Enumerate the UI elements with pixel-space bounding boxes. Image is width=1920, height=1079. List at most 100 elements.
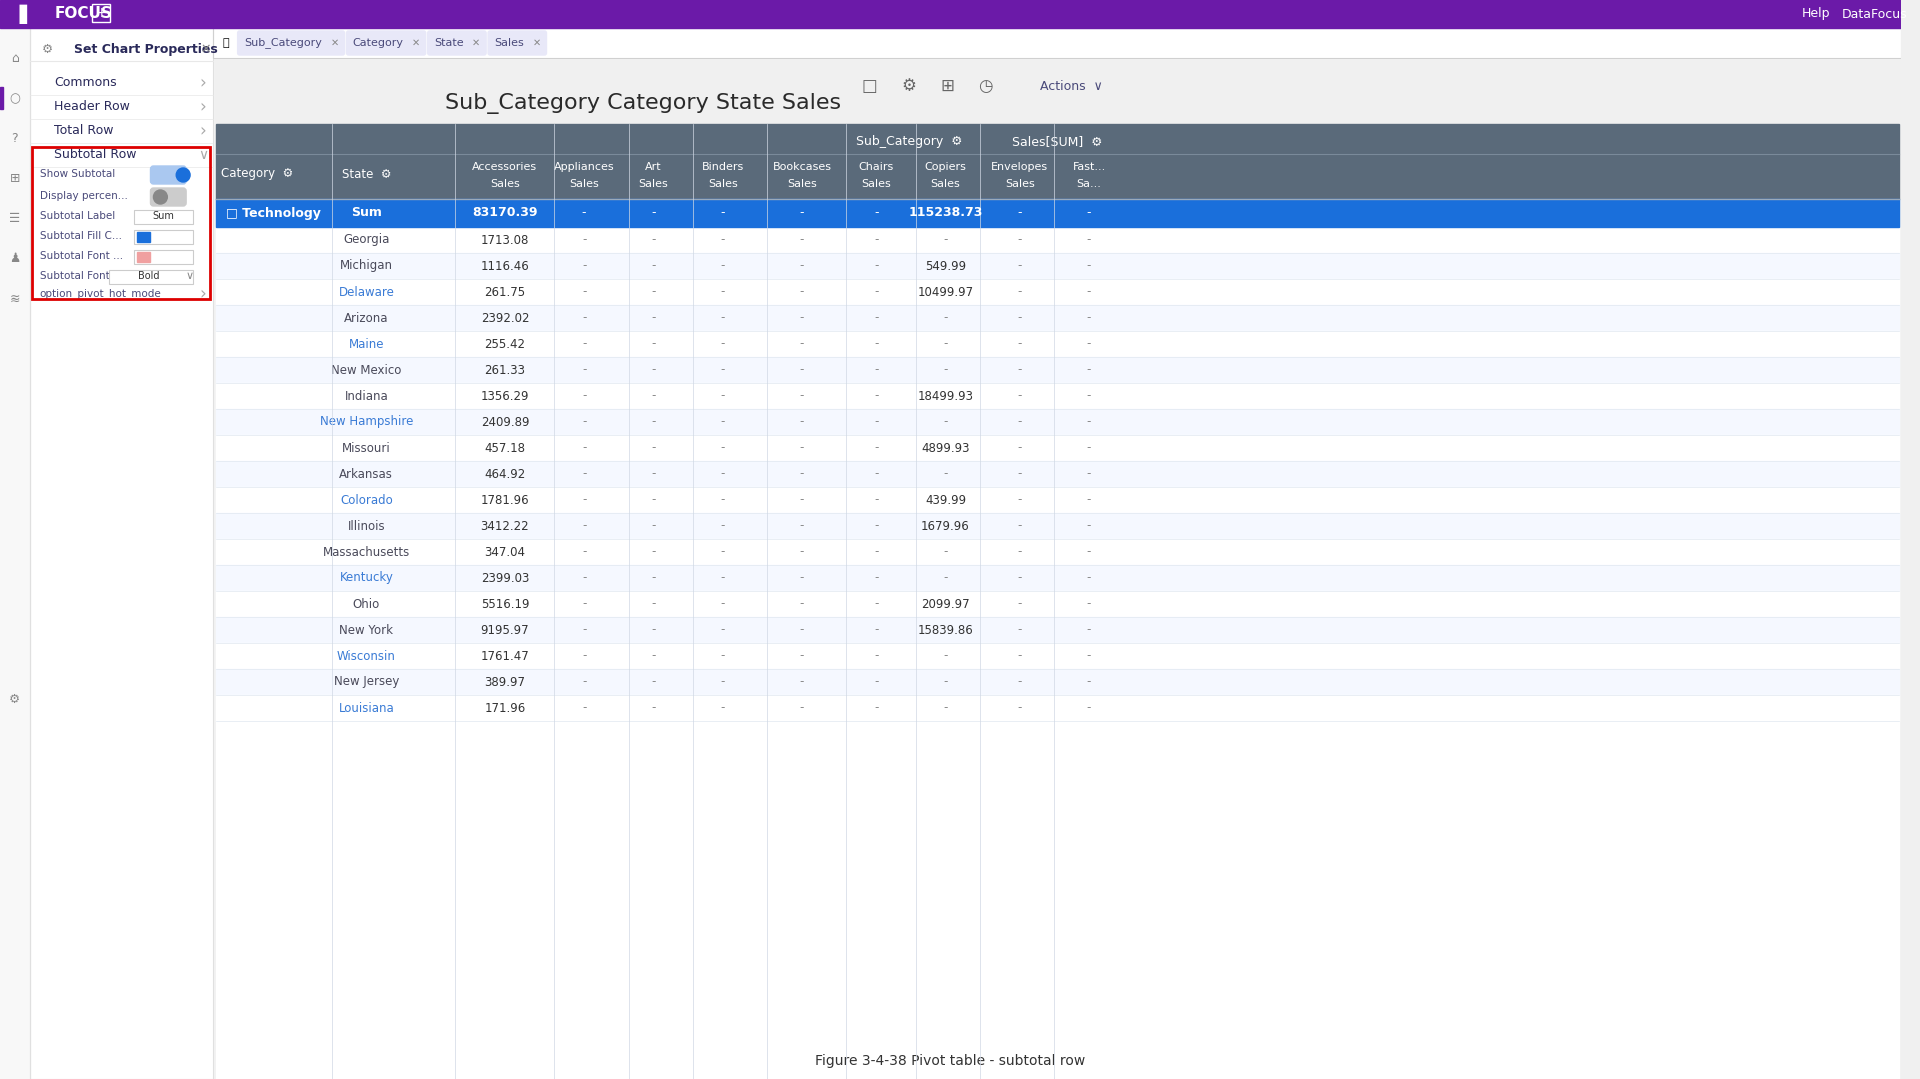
Bar xyxy=(0,28,29,1079)
Text: -: - xyxy=(651,260,655,273)
Text: Show Subtotal: Show Subtotal xyxy=(40,169,115,179)
Text: -: - xyxy=(801,493,804,506)
Text: -: - xyxy=(651,415,655,428)
Text: 347.04: 347.04 xyxy=(484,546,526,559)
Text: -: - xyxy=(801,598,804,611)
Text: Sub_Category Category State Sales: Sub_Category Category State Sales xyxy=(445,93,841,113)
Text: -: - xyxy=(582,493,586,506)
Bar xyxy=(136,252,150,262)
Text: -: - xyxy=(943,338,948,351)
Text: -: - xyxy=(943,233,948,246)
Text: -: - xyxy=(1087,364,1091,377)
FancyBboxPatch shape xyxy=(238,31,344,55)
Text: ◷: ◷ xyxy=(977,77,993,95)
Text: ✕: ✕ xyxy=(532,38,541,47)
Text: -: - xyxy=(874,390,877,402)
Text: -: - xyxy=(801,624,804,637)
Text: ⊞: ⊞ xyxy=(10,173,19,186)
Text: -: - xyxy=(1087,572,1091,585)
Text: -: - xyxy=(874,519,877,533)
Text: -: - xyxy=(874,312,877,325)
Text: -: - xyxy=(651,390,655,402)
Text: Sales: Sales xyxy=(787,179,816,189)
Text: -: - xyxy=(582,415,586,428)
Text: -: - xyxy=(943,312,948,325)
Text: -: - xyxy=(1087,701,1091,714)
Text: □ Technology: □ Technology xyxy=(227,206,321,219)
Text: 83170.39: 83170.39 xyxy=(472,206,538,219)
Text: 464.92: 464.92 xyxy=(484,467,526,480)
Bar xyxy=(134,230,194,244)
Text: -: - xyxy=(720,467,726,480)
Text: -: - xyxy=(874,598,877,611)
Text: -: - xyxy=(943,546,948,559)
Text: -: - xyxy=(651,206,655,219)
Text: -: - xyxy=(720,415,726,428)
Text: -: - xyxy=(651,233,655,246)
Text: -: - xyxy=(874,233,877,246)
Text: -: - xyxy=(1018,260,1021,273)
Text: -: - xyxy=(582,572,586,585)
Text: FOCUS: FOCUS xyxy=(54,6,113,22)
Text: 15839.86: 15839.86 xyxy=(918,624,973,637)
Text: -: - xyxy=(582,701,586,714)
Text: 115238.73: 115238.73 xyxy=(908,206,983,219)
Text: State  ⚙: State ⚙ xyxy=(342,167,392,180)
Text: Arizona: Arizona xyxy=(344,312,388,325)
Text: 1116.46: 1116.46 xyxy=(480,260,530,273)
Text: 4899.93: 4899.93 xyxy=(922,441,970,454)
Bar xyxy=(215,252,1899,279)
Text: -: - xyxy=(720,338,726,351)
Text: New York: New York xyxy=(340,624,394,637)
Text: -: - xyxy=(651,493,655,506)
Text: -: - xyxy=(943,572,948,585)
Text: -: - xyxy=(801,650,804,663)
Text: Sales: Sales xyxy=(568,179,599,189)
Text: 2392.02: 2392.02 xyxy=(480,312,530,325)
Text: -: - xyxy=(943,675,948,688)
Text: 5516.19: 5516.19 xyxy=(480,598,530,611)
Text: Figure 3-4-38 Pivot table - subtotal row: Figure 3-4-38 Pivot table - subtotal row xyxy=(816,1054,1085,1068)
Bar xyxy=(215,617,1899,643)
Text: -: - xyxy=(1087,598,1091,611)
Text: -: - xyxy=(801,572,804,585)
Text: -: - xyxy=(874,364,877,377)
Text: -: - xyxy=(720,390,726,402)
Text: Sub_Category: Sub_Category xyxy=(244,38,323,49)
Text: Illinois: Illinois xyxy=(348,519,386,533)
Text: Subtotal Font ...: Subtotal Font ... xyxy=(40,251,123,261)
Text: -: - xyxy=(1018,286,1021,299)
Text: Sum: Sum xyxy=(351,206,382,219)
Text: ⚙: ⚙ xyxy=(42,42,54,55)
Bar xyxy=(215,565,1899,591)
Text: Header Row: Header Row xyxy=(54,100,131,113)
Text: -: - xyxy=(582,675,586,688)
Text: -: - xyxy=(1018,675,1021,688)
Bar xyxy=(29,28,213,1079)
Text: -: - xyxy=(874,338,877,351)
Text: -: - xyxy=(943,467,948,480)
Text: -: - xyxy=(943,415,948,428)
Text: -: - xyxy=(651,467,655,480)
Text: -: - xyxy=(874,467,877,480)
Text: Sales: Sales xyxy=(495,38,524,47)
Text: Subtotal Fill C...: Subtotal Fill C... xyxy=(40,231,121,241)
Text: 1713.08: 1713.08 xyxy=(480,233,530,246)
Text: -: - xyxy=(801,206,804,219)
Text: Louisiana: Louisiana xyxy=(338,701,394,714)
Text: -: - xyxy=(801,390,804,402)
Text: -: - xyxy=(1087,624,1091,637)
FancyBboxPatch shape xyxy=(150,188,186,206)
Text: 9195.97: 9195.97 xyxy=(480,624,530,637)
Text: -: - xyxy=(720,286,726,299)
Text: -: - xyxy=(582,312,586,325)
Bar xyxy=(136,232,150,242)
Text: -: - xyxy=(1018,206,1021,219)
Text: -: - xyxy=(1018,467,1021,480)
Text: ⚙: ⚙ xyxy=(10,693,21,706)
Bar xyxy=(215,513,1899,540)
Text: -: - xyxy=(582,260,586,273)
Text: -: - xyxy=(651,675,655,688)
Text: -: - xyxy=(874,206,879,219)
Text: -: - xyxy=(801,441,804,454)
